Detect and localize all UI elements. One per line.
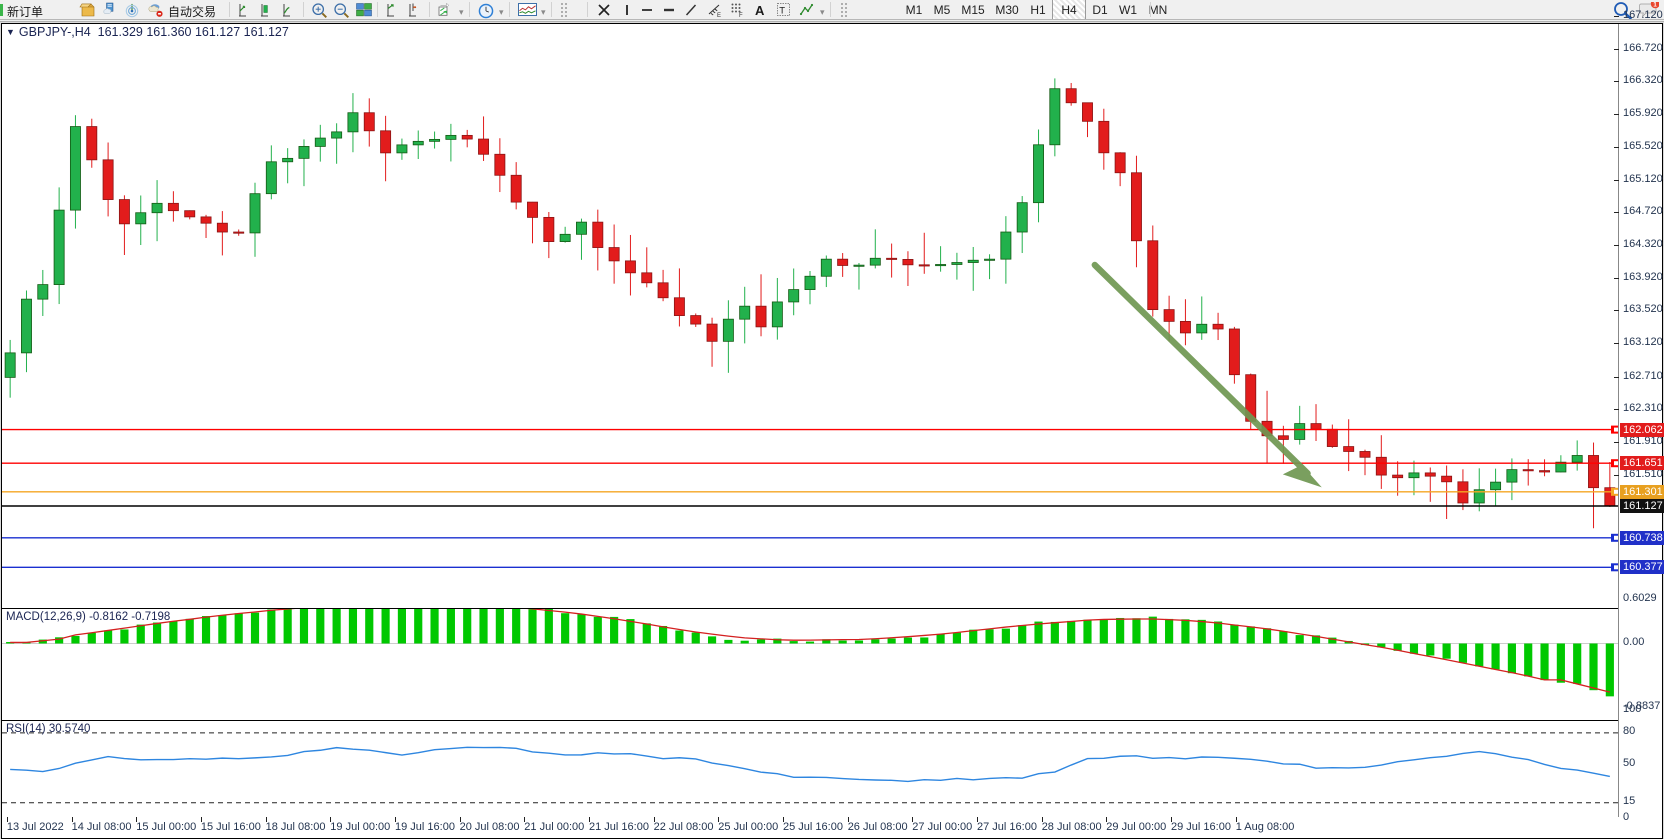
svg-text:F: F — [739, 13, 743, 18]
svg-text:T: T — [779, 6, 785, 17]
svg-text:1: 1 — [1653, 2, 1657, 9]
svg-text:E: E — [717, 13, 721, 18]
